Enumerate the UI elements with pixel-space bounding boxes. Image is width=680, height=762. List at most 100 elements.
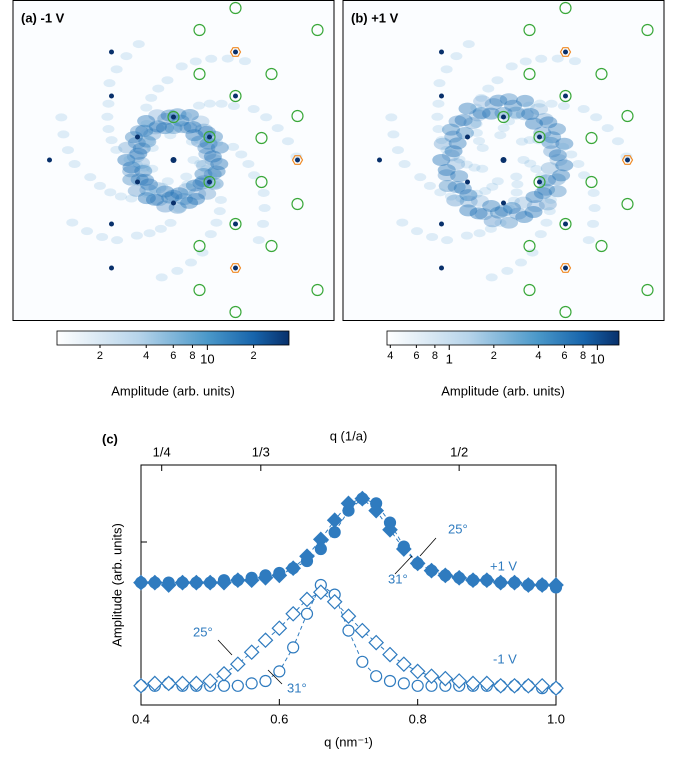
- point: [146, 574, 163, 591]
- bragg-spot: [135, 134, 140, 140]
- texture: [185, 179, 204, 192]
- texture: [180, 196, 199, 209]
- point: [340, 495, 357, 512]
- texture: [396, 218, 409, 227]
- texture: [179, 121, 198, 134]
- texture: [515, 137, 528, 146]
- point: [356, 655, 369, 668]
- texture: [204, 154, 223, 166]
- texture: [143, 229, 156, 238]
- texture: [460, 160, 473, 169]
- point: [423, 668, 440, 685]
- texture: [130, 231, 143, 240]
- texture: [470, 128, 483, 137]
- annotation: +1 V: [490, 558, 517, 573]
- texture: [180, 111, 193, 120]
- bragg-spot: [563, 265, 568, 271]
- lattice-marker: [641, 283, 654, 297]
- texture: [475, 93, 488, 102]
- texture: [156, 185, 175, 198]
- point: [188, 574, 205, 591]
- texture: [499, 93, 518, 106]
- texture: [152, 84, 165, 93]
- texture: [447, 181, 466, 194]
- point: [229, 656, 246, 673]
- texture: [470, 103, 483, 112]
- texture: [174, 193, 193, 206]
- colorbar-tick-label: 2: [491, 350, 497, 362]
- texture: [118, 141, 137, 154]
- lattice-marker: [229, 89, 242, 103]
- bragg-spot: [625, 157, 630, 163]
- lattice-marker: [595, 67, 608, 81]
- point: [492, 574, 509, 591]
- bragg-spot: [233, 49, 238, 55]
- texture: [543, 145, 562, 158]
- bragg-spot: [47, 157, 52, 163]
- texture: [149, 187, 162, 196]
- texture: [110, 145, 123, 154]
- annotation-leader: [419, 537, 437, 557]
- texture: [540, 162, 559, 175]
- texture: [81, 227, 94, 236]
- texture: [472, 106, 491, 119]
- point: [342, 624, 355, 637]
- lattice-marker: [523, 23, 536, 37]
- texture: [538, 198, 557, 211]
- texture: [167, 124, 180, 133]
- texture: [547, 123, 566, 136]
- bragg-spot: [501, 114, 506, 120]
- point: [146, 675, 163, 692]
- texture: [526, 248, 539, 257]
- texture: [572, 159, 585, 168]
- x2-tick-label: 1/4: [153, 444, 171, 459]
- annotation-leader: [267, 669, 283, 685]
- texture: [426, 232, 439, 241]
- texture: [173, 204, 186, 213]
- point: [174, 574, 191, 591]
- texture: [155, 273, 168, 282]
- texture: [544, 195, 557, 204]
- texture: [192, 101, 205, 110]
- texture: [57, 130, 70, 139]
- texture: [130, 160, 143, 169]
- texture: [194, 159, 207, 168]
- texture: [453, 155, 466, 164]
- point: [271, 567, 288, 584]
- point: [437, 670, 454, 687]
- texture: [555, 137, 574, 150]
- texture: [156, 182, 169, 191]
- lattice-marker: [621, 197, 634, 211]
- texture: [198, 148, 217, 161]
- point: [312, 584, 329, 601]
- texture: [479, 187, 492, 196]
- annotation: 31°: [388, 571, 408, 586]
- texture: [541, 138, 554, 147]
- texture: [146, 164, 159, 173]
- lattice-marker: [203, 130, 216, 144]
- texture: [455, 194, 468, 203]
- center-spot: [170, 157, 177, 163]
- texture: [132, 156, 151, 169]
- texture: [66, 218, 79, 227]
- bragg-spot: [171, 200, 176, 206]
- texture: [122, 165, 141, 178]
- texture: [501, 266, 514, 275]
- texture: [450, 52, 463, 61]
- point: [397, 677, 410, 690]
- texture: [207, 165, 226, 178]
- texture: [473, 136, 486, 145]
- texture: [139, 183, 158, 196]
- texture: [124, 131, 143, 144]
- point: [202, 574, 219, 591]
- bragg-spot: [465, 134, 470, 140]
- texture: [441, 123, 460, 136]
- texture: [435, 136, 448, 145]
- lattice-marker: [193, 23, 206, 37]
- texture: [257, 188, 270, 197]
- texture: [522, 101, 535, 110]
- bragg-spot: [439, 221, 444, 227]
- texture: [440, 65, 453, 74]
- texture: [565, 150, 578, 159]
- point: [368, 634, 385, 651]
